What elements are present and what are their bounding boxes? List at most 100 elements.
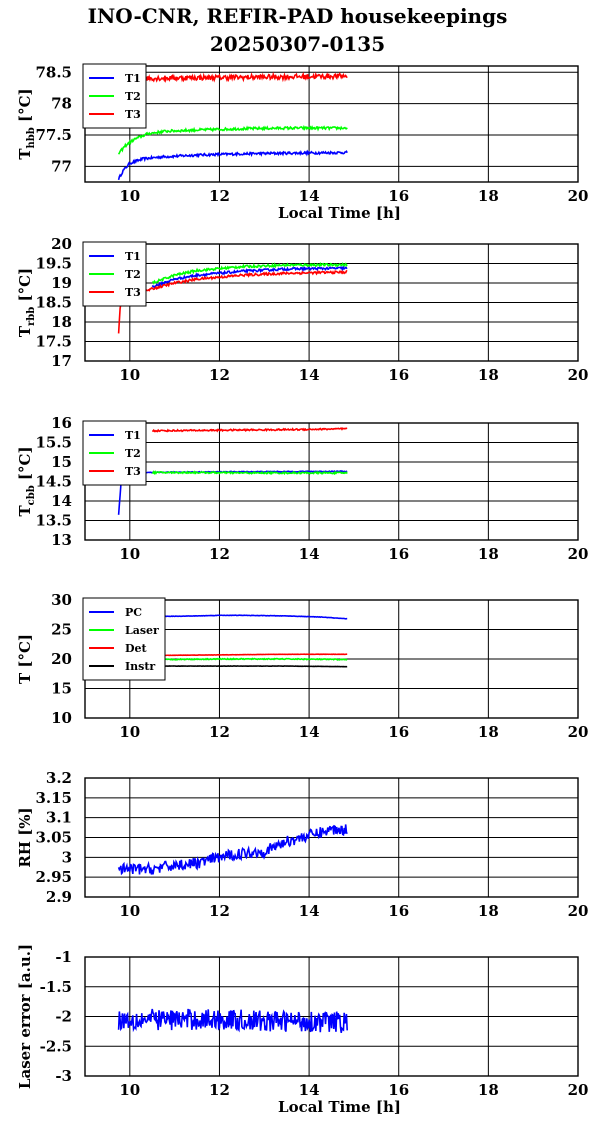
x-tick-label: 14 (299, 545, 320, 563)
y-axis-label-unit: [°C] (16, 88, 34, 127)
y-tick-label: 78 (51, 95, 72, 113)
y-axis-label-subscript: cbb (26, 485, 37, 505)
legend-label: Laser (125, 624, 159, 637)
legend-label: Det (125, 642, 148, 655)
y-axis-label: Trbb [°C] (16, 268, 37, 337)
series-line-laser (152, 657, 348, 661)
x-tick-label: 20 (568, 1081, 589, 1099)
y-tick-label: 77 (51, 157, 72, 175)
legend-label: T3 (125, 465, 141, 478)
y-tick-label: 13 (51, 531, 72, 549)
x-tick-label: 18 (478, 366, 499, 384)
x-tick-label: 10 (119, 902, 140, 920)
x-tick-label: 20 (568, 187, 589, 205)
x-tick-label: 14 (299, 1081, 320, 1099)
plot-frame (84, 956, 579, 1077)
x-tick-label: 12 (209, 366, 230, 384)
series-line-data (117, 824, 348, 876)
y-axis-label-main: T (16, 505, 34, 517)
y-tick-label: 13.5 (35, 512, 72, 530)
legend-label: T1 (125, 429, 141, 442)
legend-label: T3 (125, 108, 141, 121)
series-line-t2 (117, 124, 348, 155)
legend-label: T1 (125, 72, 141, 85)
y-tick-label: 30 (51, 591, 72, 609)
data-traces (117, 1008, 348, 1033)
legend-label: T2 (125, 268, 141, 281)
y-tick-label: -1 (55, 948, 72, 966)
y-tick-label: 3.2 (46, 769, 72, 787)
y-axis-label: RH [%] (16, 807, 34, 867)
y-tick-label: 3.05 (35, 829, 72, 847)
x-tick-label: 18 (478, 187, 499, 205)
y-axis-label: Thbb [°C] (16, 88, 37, 159)
x-tick-label: 14 (299, 187, 320, 205)
legend-label: Instr (125, 660, 155, 673)
x-tick-label: 20 (568, 723, 589, 741)
y-tick-label: 3.1 (46, 809, 72, 827)
series-line-instr (152, 665, 348, 668)
y-tick-label: -2.5 (40, 1037, 72, 1055)
series-line-t2 (152, 261, 348, 285)
x-axis-label: Local Time [h] (278, 204, 401, 222)
y-axis-label-unit: [°C] (16, 268, 34, 307)
plot-frame (84, 65, 579, 183)
y-tick-label: 18 (51, 313, 72, 331)
chart-panel-4: 10 12 14 16 18 20 10 15 20 25 30 T [°C] PC Laser Det In… (16, 591, 588, 741)
x-tick-label: 12 (209, 902, 230, 920)
x-tick-label: 18 (478, 1081, 499, 1099)
x-tick-label: 16 (388, 187, 409, 205)
x-tick-label: 12 (209, 1081, 230, 1099)
series-line-det (152, 653, 348, 657)
plot-frame (84, 777, 579, 898)
series-line-t1 (117, 469, 348, 515)
legend-label: T3 (125, 286, 141, 299)
y-tick-label: 2.95 (35, 868, 72, 886)
x-tick-label: 16 (388, 545, 409, 563)
chart-title: INO-CNR, REFIR-PAD housekeepings (87, 4, 508, 28)
y-tick-label: 14.5 (35, 473, 72, 491)
chart-subtitle: 20250307-0135 (209, 32, 386, 56)
x-tick-label: 10 (119, 366, 140, 384)
y-axis-label-main: T [°C] (16, 634, 34, 684)
data-traces (117, 824, 348, 876)
series-line-t3 (152, 427, 348, 433)
x-axis-label: Local Time [h] (278, 1098, 401, 1116)
y-axis-label: Tcbb [°C] (16, 446, 37, 516)
x-tick-label: 18 (478, 723, 499, 741)
y-tick-label: 17.5 (35, 333, 72, 351)
chart-panel-1: 10 12 14 16 18 20 77 77.5 78 78.5 Local Time [h] Th… (16, 63, 588, 222)
y-tick-label: 17 (51, 352, 72, 370)
y-axis-label-subscript: rbb (26, 307, 37, 326)
y-tick-label: 10 (51, 709, 72, 727)
x-tick-label: 10 (119, 723, 140, 741)
series-line-t3 (117, 71, 348, 86)
y-axis-label-main: RH [%] (16, 807, 34, 867)
legend-label: T2 (125, 90, 141, 103)
legend-label: T1 (125, 250, 141, 263)
x-tick-label: 16 (388, 902, 409, 920)
series-line-t2 (151, 470, 348, 476)
y-tick-label: 2.9 (46, 888, 72, 906)
x-tick-label: 18 (478, 545, 499, 563)
x-tick-label: 12 (209, 723, 230, 741)
data-traces (152, 614, 348, 668)
y-tick-label: 25 (51, 621, 72, 639)
y-tick-label: 18.5 (35, 294, 72, 312)
y-tick-label: -1.5 (40, 978, 72, 996)
legend-label: PC (125, 606, 142, 619)
y-tick-label: 15 (51, 680, 72, 698)
y-tick-label: 3.15 (35, 789, 72, 807)
series-line-t1 (151, 265, 348, 289)
x-tick-label: 16 (388, 1081, 409, 1099)
y-tick-label: 78.5 (35, 63, 72, 81)
x-tick-label: 20 (568, 366, 589, 384)
y-tick-label: 15.5 (35, 434, 72, 452)
y-tick-label: 15 (51, 453, 72, 471)
data-traces (117, 71, 348, 181)
chart-panel-6: 10 12 14 16 18 20 -3 -2.5 -2 -1.5 -1 Local Time [h]… (16, 944, 588, 1116)
x-tick-label: 10 (119, 187, 140, 205)
